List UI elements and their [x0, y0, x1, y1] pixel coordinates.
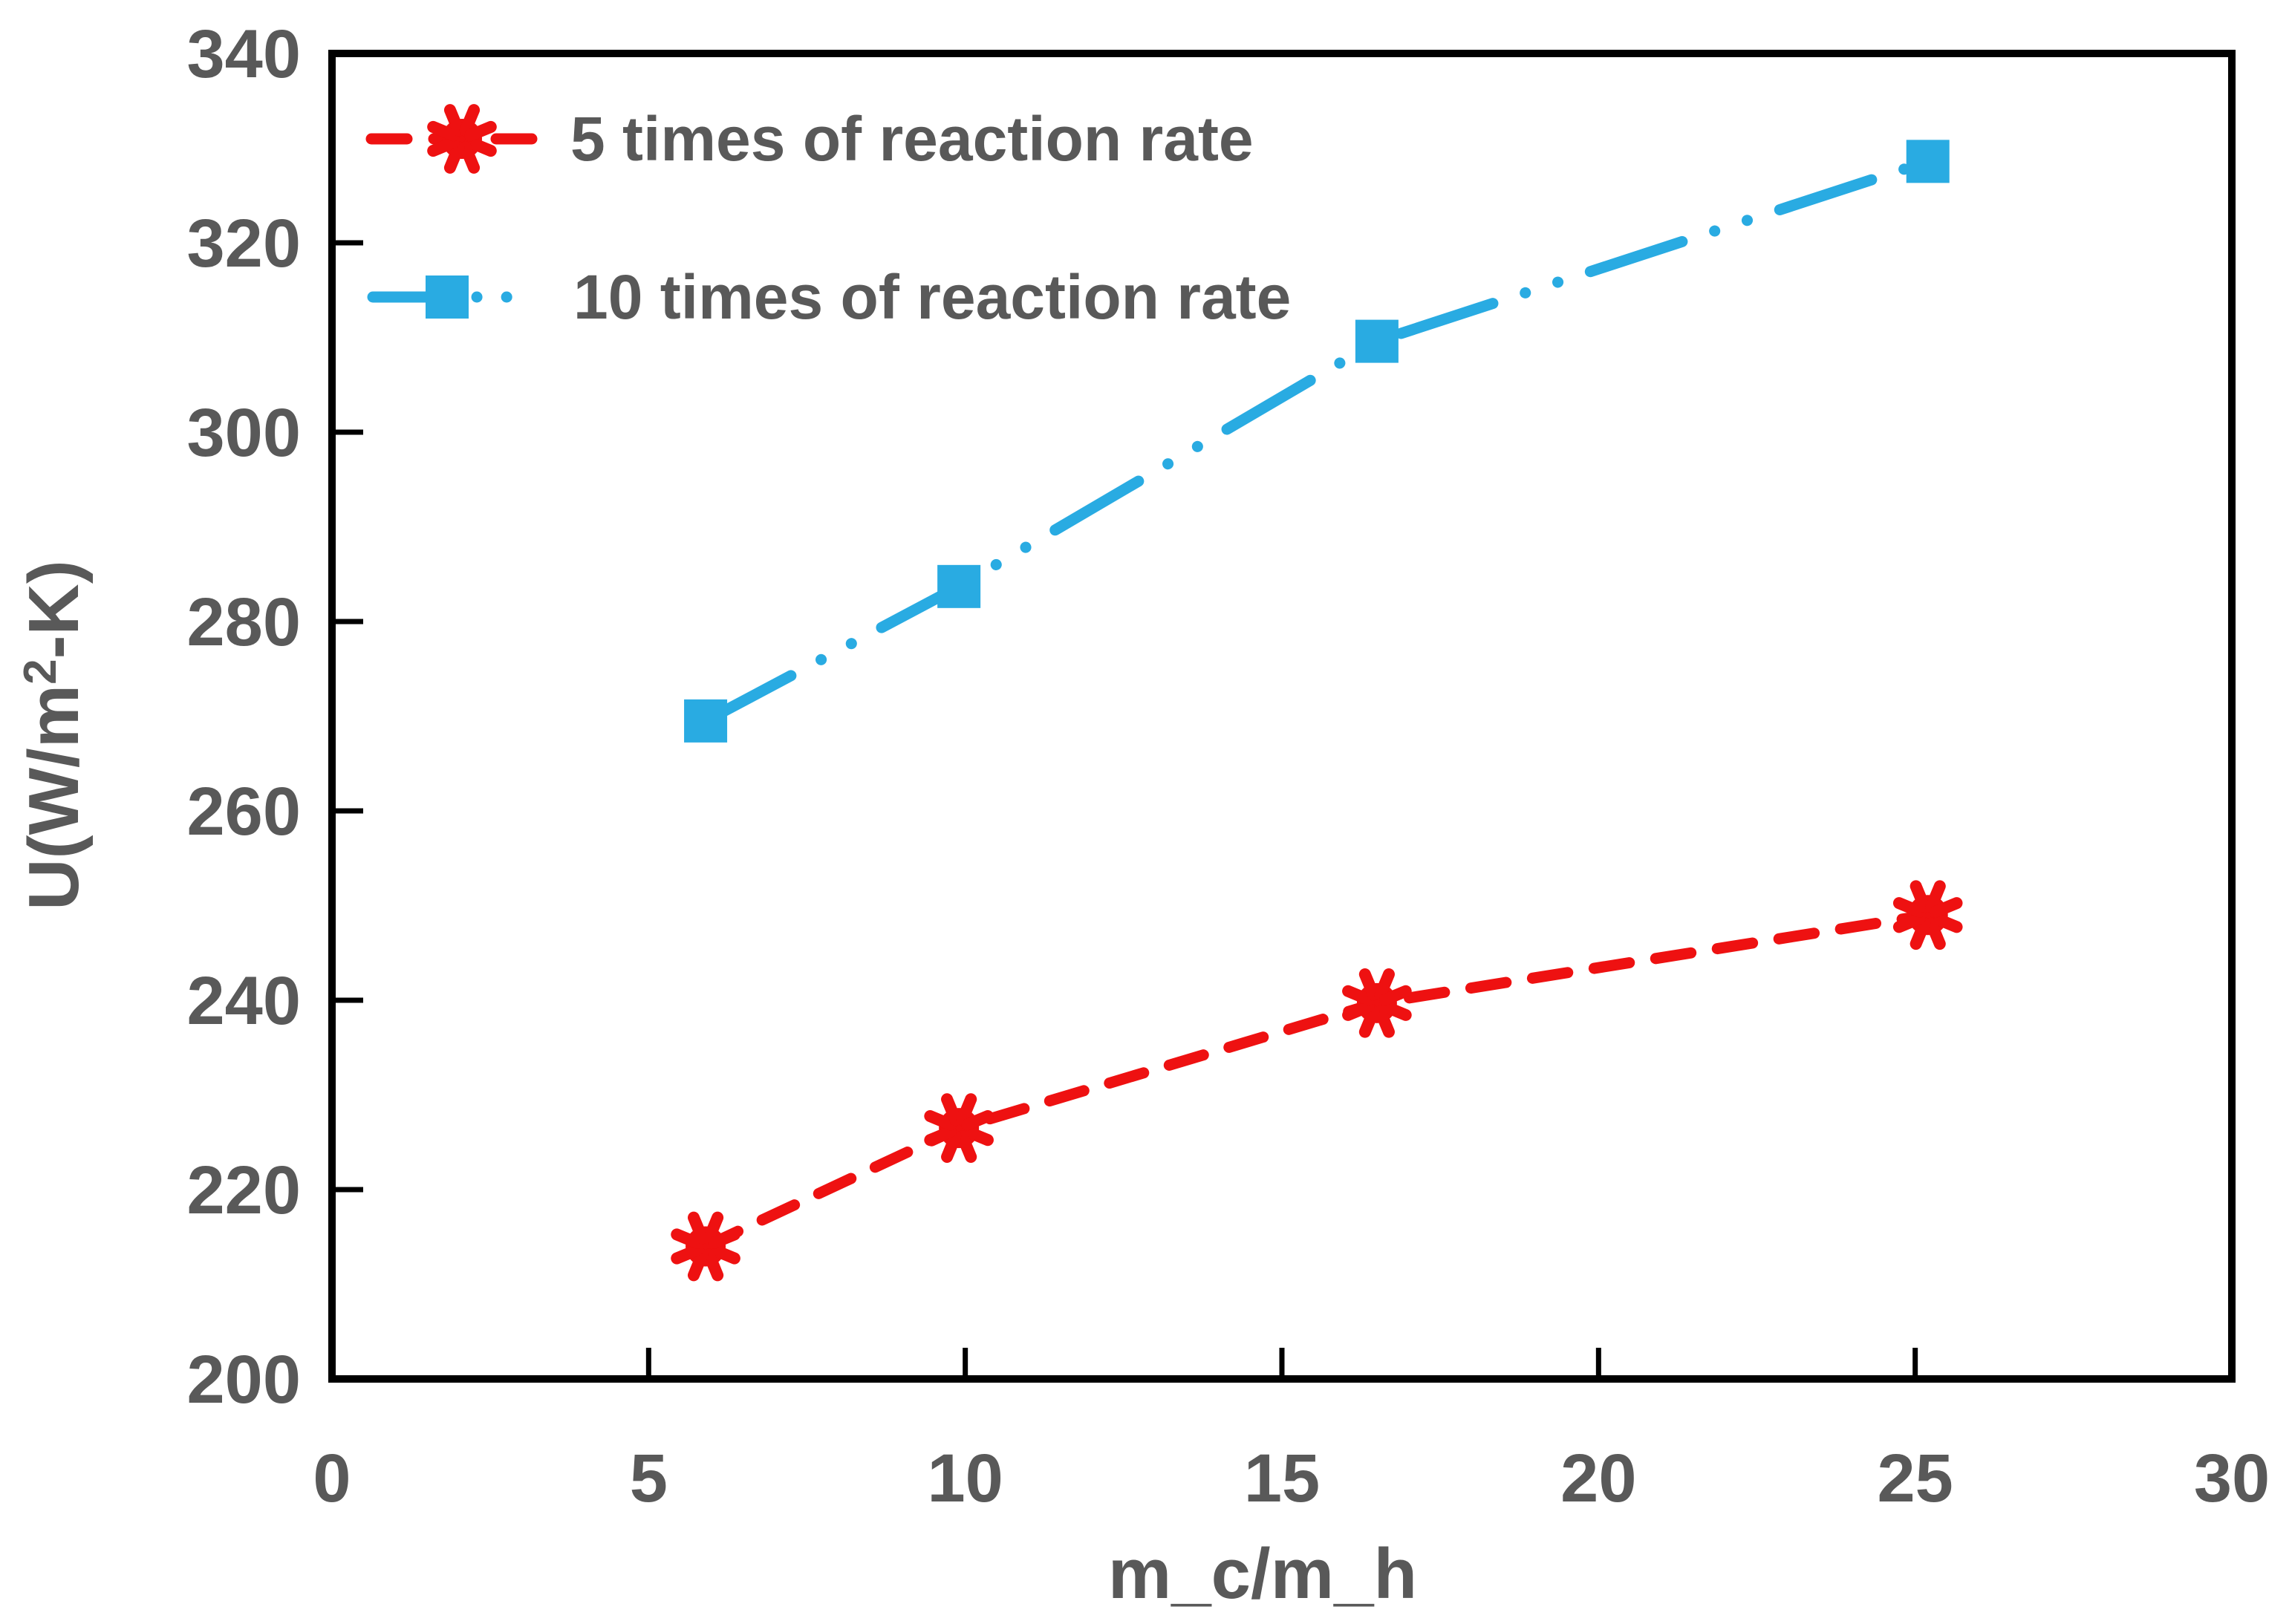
axis-tick-labels: 0 5 10 15 20 25 30 200 220 240 260 280 300 320 340 [187, 16, 2270, 1516]
legend-marker-star-icon [427, 104, 497, 174]
y-tick-label: 320 [187, 206, 302, 281]
x-tick-label: 0 [313, 1441, 351, 1516]
x-tick-label: 20 [1560, 1441, 1636, 1516]
data-series [671, 140, 1963, 1282]
axis-ticks [329, 50, 2235, 1382]
y-tick-label: 280 [187, 584, 302, 660]
y-tick-label: 220 [187, 1152, 302, 1228]
x-tick-label: 25 [1877, 1441, 1953, 1516]
y-tick-label: 200 [187, 1342, 302, 1418]
plot-frame [328, 50, 2236, 1383]
x-tick-label: 5 [630, 1441, 668, 1516]
y-tick-label: 260 [187, 774, 302, 849]
legend: 5 times of reaction rate 10 times of rea… [365, 104, 1291, 332]
y-tick-label: 300 [187, 395, 302, 471]
legend-label-5x: 5 times of reaction rate [570, 104, 1254, 174]
x-tick-label: 15 [1244, 1441, 1320, 1516]
x-axis-title: m_c/m_h [1108, 1534, 1417, 1614]
x-tick-label: 10 [927, 1441, 1003, 1516]
y-tick-label: 240 [187, 963, 302, 1039]
y-axis-title: U(W/m2-K) [14, 560, 94, 910]
legend-label-10x: 10 times of reaction rate [573, 262, 1291, 332]
x-tick-label: 30 [2194, 1441, 2270, 1516]
legend-marker-square-icon [426, 275, 469, 319]
y-tick-label: 340 [187, 16, 302, 92]
